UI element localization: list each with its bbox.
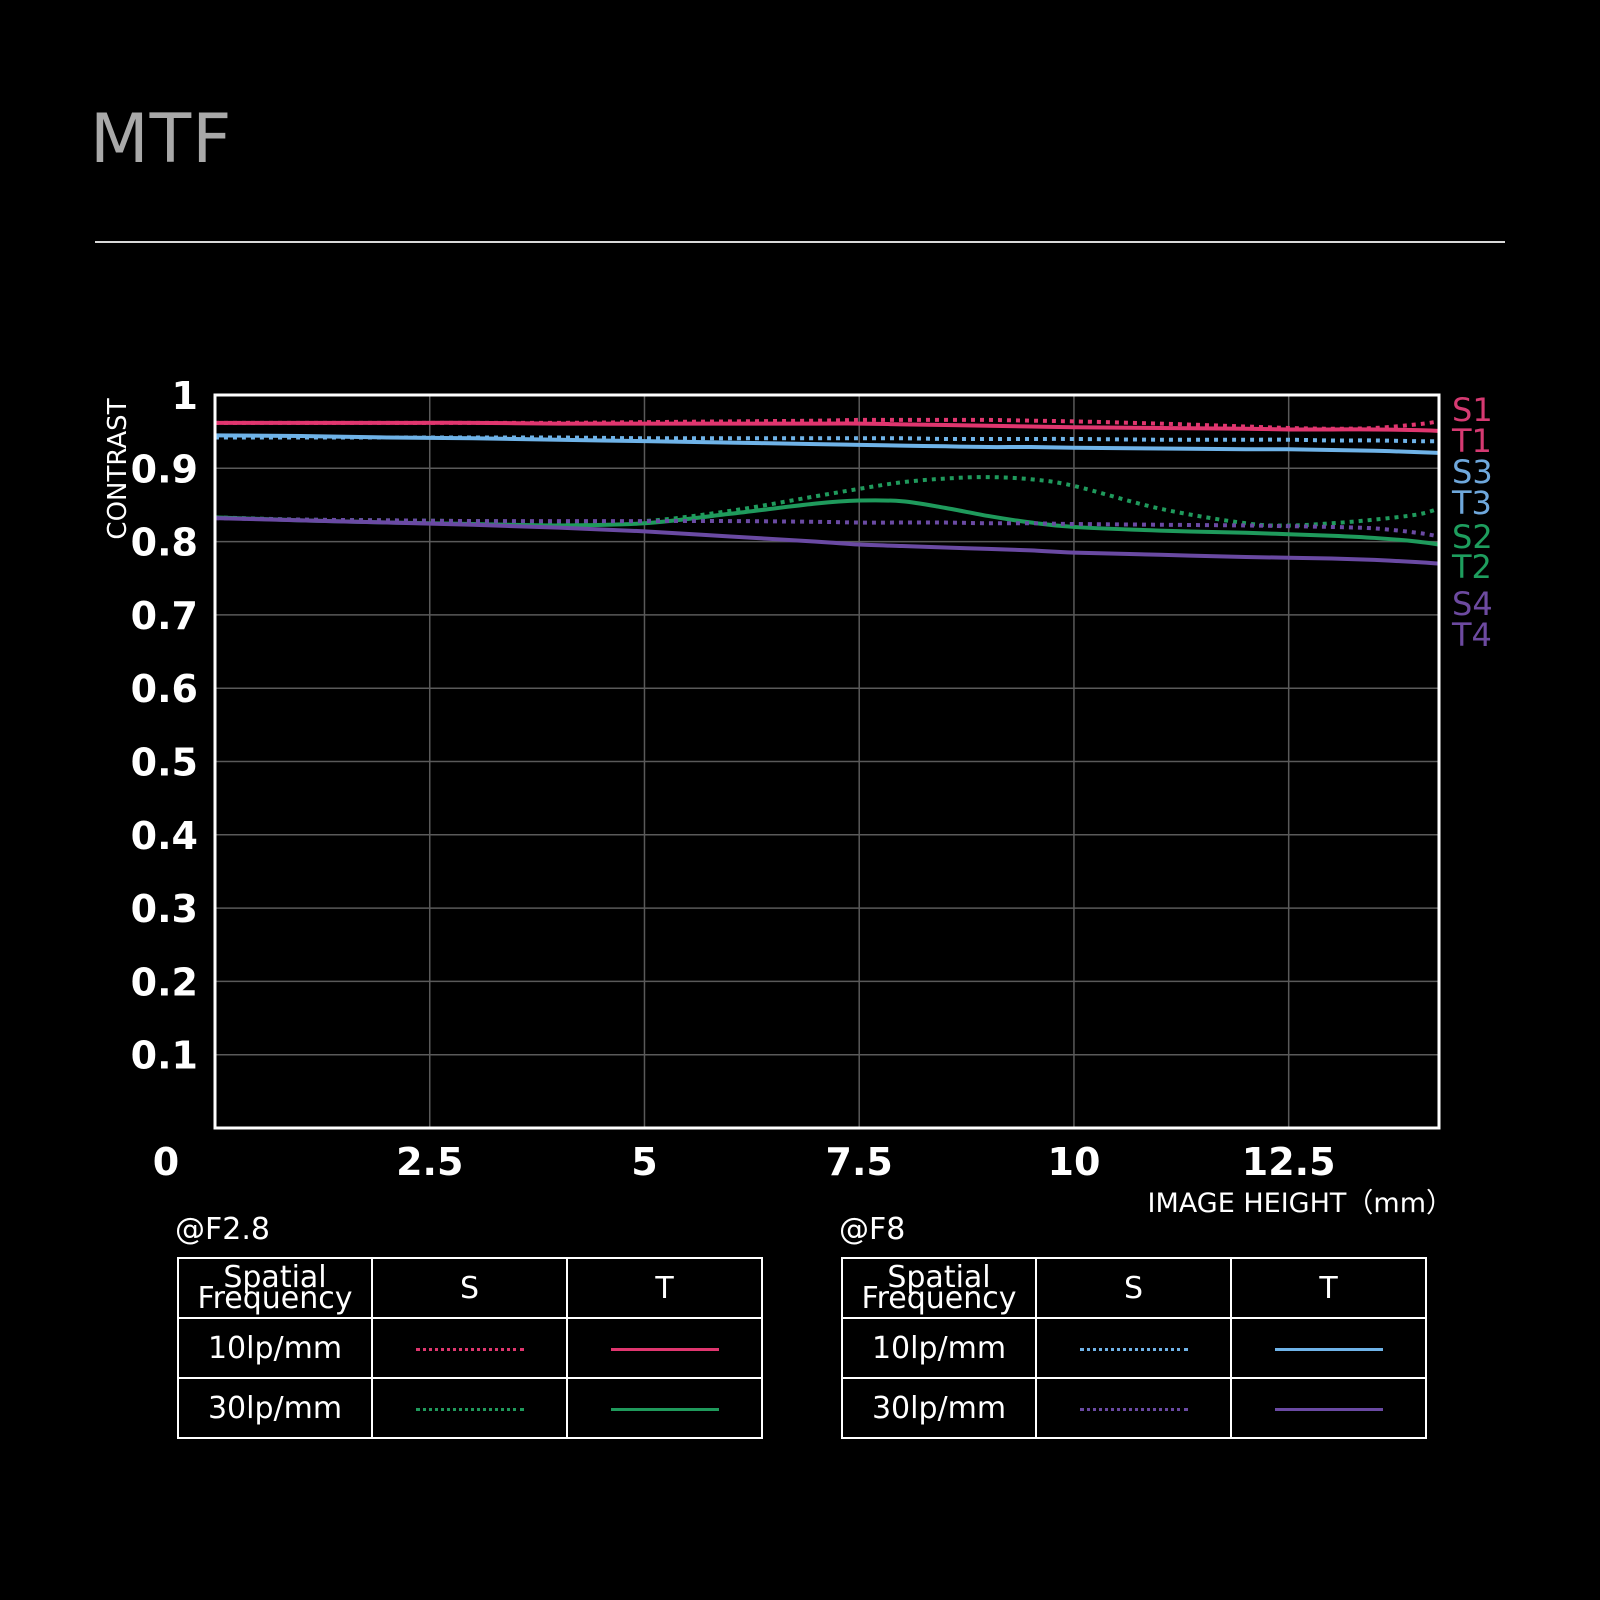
legend-swatch — [1274, 1407, 1383, 1411]
series-end-label-t4: T4 — [1451, 616, 1492, 654]
series-line-t3 — [214, 433, 1440, 455]
series-line-t1 — [214, 420, 1440, 433]
legend-right-row1-s — [1035, 1317, 1232, 1379]
y-tick-label: 1 — [172, 374, 198, 418]
legend-right-row1-sf: 10lp/mm — [841, 1317, 1037, 1379]
legend-left-title: @F2.8 — [175, 1212, 270, 1247]
legend-swatch — [1079, 1407, 1188, 1411]
series-line-s2 — [214, 475, 1440, 528]
legend-left-row2-sf: 30lp/mm — [177, 1377, 373, 1439]
series-end-label-s3: S3 — [1452, 453, 1493, 491]
legend-left-row1-t — [566, 1317, 763, 1379]
legend-right-head-s: S — [1035, 1257, 1232, 1319]
y-tick-label: 0.2 — [131, 960, 198, 1004]
x-tick-label: 0 — [153, 1140, 179, 1184]
y-tick-label: 0.9 — [131, 447, 198, 491]
series-end-label-s2: S2 — [1452, 518, 1493, 556]
y-axis-title: CONTRAST — [103, 398, 133, 539]
series-end-label-s4: S4 — [1452, 585, 1493, 623]
legend-right-head-t: T — [1230, 1257, 1427, 1319]
series-end-label-s1: S1 — [1452, 391, 1493, 429]
legend-swatch — [1274, 1347, 1383, 1351]
legend-swatch — [415, 1347, 524, 1351]
x-tick-label: 10 — [1048, 1140, 1101, 1184]
legend-swatch — [1079, 1347, 1188, 1351]
y-tick-label: 0.6 — [131, 667, 198, 711]
legend-right-head-sf: Spatial Frequency — [841, 1257, 1037, 1319]
legend-swatch — [610, 1407, 719, 1411]
legend-left-head-s: S — [371, 1257, 568, 1319]
series-end-label-t1: T1 — [1451, 422, 1492, 460]
plot-border — [213, 393, 1441, 1130]
legend-right-title: @F8 — [839, 1212, 906, 1247]
y-tick-label: 0.8 — [131, 521, 198, 565]
x-tick-label: 7.5 — [826, 1140, 893, 1184]
legend-right-head-sf-text: Spatial Frequency — [861, 1260, 1017, 1316]
series-end-label-t2: T2 — [1451, 548, 1492, 586]
legend-left-row1-s — [371, 1317, 568, 1379]
x-tick-label: 12.5 — [1242, 1140, 1336, 1184]
legend-swatch — [415, 1407, 524, 1411]
legend-right-row2-s — [1035, 1377, 1232, 1439]
x-axis-title: IMAGE HEIGHT（mm） — [1148, 1188, 1453, 1219]
legend-right-row1-t — [1230, 1317, 1427, 1379]
x-tick-label: 2.5 — [396, 1140, 463, 1184]
series-line-t4 — [214, 516, 1440, 566]
y-tick-label: 0.7 — [131, 594, 198, 638]
y-tick-label: 0.4 — [131, 814, 198, 858]
y-tick-label: 0.5 — [131, 741, 198, 785]
legend-left-table: Spatial Frequency S T 10lp/mm 30lp/mm — [177, 1257, 763, 1439]
legend-left-row2-s — [371, 1377, 568, 1439]
legend-swatch — [610, 1347, 719, 1351]
y-tick-label: 0.1 — [131, 1034, 198, 1078]
legend-right-table: Spatial Frequency S T 10lp/mm 30lp/mm — [841, 1257, 1427, 1439]
y-tick-label: 0.3 — [131, 887, 198, 931]
legend-right-row2-t — [1230, 1377, 1427, 1439]
x-tick-label: 5 — [631, 1140, 657, 1184]
legend-left-head-t: T — [566, 1257, 763, 1319]
page-title: MTF — [90, 100, 233, 179]
legend-left-row1-sf: 10lp/mm — [177, 1317, 373, 1379]
legend-right-row2-sf: 30lp/mm — [841, 1377, 1037, 1439]
legend-left-row2-t — [566, 1377, 763, 1439]
legend-left-head-sf-text: Spatial Frequency — [197, 1260, 353, 1316]
series-end-label-t3: T3 — [1451, 484, 1492, 522]
title-divider — [95, 241, 1505, 243]
legend-left-head-sf: Spatial Frequency — [177, 1257, 373, 1319]
